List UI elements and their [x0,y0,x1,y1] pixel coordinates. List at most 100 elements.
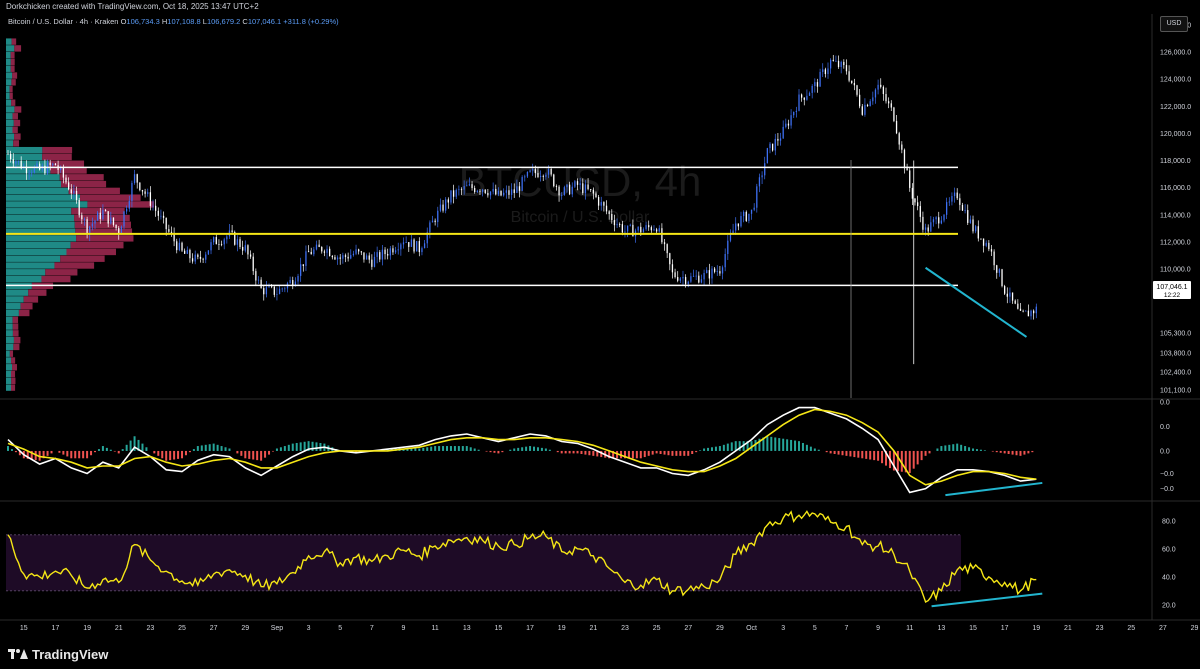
time-axis[interactable]: 15 17 19 21 23 25 27 29 Sep 3 5 7 9 11 13 15 17 19 21 23 25 2… [20,625,1199,632]
macd-histogram-bar [695,450,698,453]
candle-body [197,254,199,257]
candle-body [176,241,178,251]
volume-profile-bar-up [6,79,12,86]
macd-histogram-bar [924,450,927,456]
candle-body [658,228,660,232]
candle-body [107,211,109,224]
candle-body [405,242,407,243]
candle-body [998,269,1001,273]
candle-body [223,239,225,245]
candle-body [953,192,956,197]
candle-body [104,210,107,212]
volume-profile-bar-up [6,51,11,59]
candle-body [574,181,576,187]
macd-histogram-bar [438,446,441,451]
macd-histogram-bar [303,441,306,451]
candle-body [173,233,175,242]
candle-body [706,270,708,273]
candle-body [669,253,671,265]
volume-profile-bar-up [6,370,11,378]
candle-body [33,167,36,173]
macd-histogram-bar [651,450,654,455]
candle-body [497,190,500,195]
macd-histogram-bar [220,446,223,451]
volume-profile-bar-up [6,316,13,323]
candle-body [655,229,658,232]
macd-histogram-bar [801,442,804,451]
candle-body [271,286,273,288]
currency-selector[interactable]: USD [1160,16,1188,32]
price-trendline-segment [924,266,1028,338]
candle-body [1022,310,1024,312]
candle-body [52,163,54,166]
volume-profile-bar-down [74,214,130,222]
macd-histogram-bar [287,444,290,451]
candle-body [191,258,194,262]
symbol-name[interactable]: Bitcoin / U.S. Dollar · 4h · Kraken [8,17,119,26]
candle-body [893,107,895,121]
candle-body [244,245,246,251]
volume-profile-bar-down [9,85,13,93]
candle-body [112,217,115,225]
macd-histogram-bar [307,441,310,451]
candle-body [571,186,573,195]
candle-body [901,144,903,150]
candle-body [737,223,740,227]
candle-body [924,227,927,230]
price-axis[interactable]: 128,000.0126,000.0124,000.0122,000.0120,… [1160,22,1191,394]
candle-body [700,279,703,283]
candle-body [534,169,536,174]
ohlc-legend[interactable]: Bitcoin / U.S. Dollar · 4h · Kraken O106… [8,16,339,28]
candle-body [91,223,94,227]
volume-profile-bar-down [13,343,20,351]
volume-profile-bar-down [10,51,15,59]
price-tick-label: 126,000.0 [1160,49,1191,56]
candle-body [993,251,995,266]
candle-body [719,271,721,274]
macd-histogram-bar [754,439,757,451]
candle-body [126,208,128,212]
candle-body [972,219,974,232]
macd-histogram-bar [568,450,571,454]
candle-body [102,210,104,220]
candle-body [977,226,979,239]
macd-histogram-bar [845,450,848,456]
macd-tick-label: 0.0 [1160,448,1170,455]
tradingview-logo-icon [8,648,28,660]
candle-body [157,210,159,216]
macd-histogram-bar [782,438,785,451]
candle-body [787,123,790,126]
candle-body [964,210,966,211]
macd-histogram-bar [770,436,773,451]
macd-histogram-bar [434,446,437,451]
macd-histogram-bar [536,447,539,451]
candle-body [919,206,921,217]
volume-profile-bar-up [6,309,19,317]
volume-profile-bar-down [80,194,141,201]
macd-histogram-bar [928,450,931,454]
macd-histogram-bar [707,447,710,451]
candle-body [911,187,914,199]
candle-body [115,224,117,229]
credit-text: Dorkchicken created with TradingView.com… [6,2,259,11]
candle-body [376,252,378,257]
macd-histogram-bar [461,446,464,451]
candle-body [959,198,961,205]
candle-body [869,101,871,107]
candle-body [181,242,183,251]
candle-body [671,264,674,273]
candle-body [603,202,605,206]
macd-tick-label: 0.0 [1160,424,1170,431]
volume-profile-bar-up [6,343,14,351]
macd-histogram-bar [667,450,670,456]
open-value: 106,734.3 [126,17,160,26]
candle-body [263,288,265,295]
macd-histogram-bar [726,443,729,451]
macd-histogram-bar [264,450,267,458]
candle-body [600,202,602,206]
macd-histogram-bar [817,449,820,451]
macd-histogram-bar [82,450,85,459]
candle-body [948,201,950,203]
macd-histogram [7,436,1034,473]
